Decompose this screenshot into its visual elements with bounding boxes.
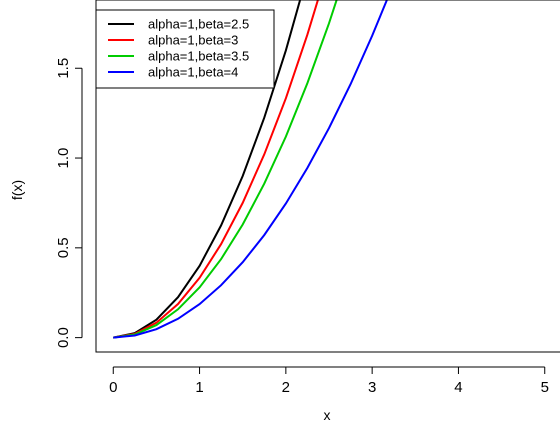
legend: alpha=1,beta=2.5alpha=1,beta=3alpha=1,be… <box>95 9 275 89</box>
x-axis-title: x <box>324 407 331 423</box>
x-tick-label: 5 <box>541 379 549 396</box>
y-tick-label: 0.5 <box>55 237 72 258</box>
series-line <box>113 0 302 339</box>
series-line <box>113 0 338 339</box>
x-tick-label: 4 <box>454 379 462 396</box>
x-tick-label: 0 <box>109 379 117 396</box>
legend-label: alpha=1,beta=4 <box>148 65 238 80</box>
x-tick-label: 2 <box>282 379 290 396</box>
legend-label: alpha=1,beta=2.5 <box>148 17 249 32</box>
y-tick-label: 0.0 <box>55 327 72 348</box>
y-tick-label: 1.5 <box>55 58 72 79</box>
series-layer <box>113 0 388 339</box>
axes-layer: 0 1 2 3 4 5 0.0 0.5 1.0 1.5 <box>55 0 560 396</box>
y-axis-title: f(x) <box>9 180 25 200</box>
series-line <box>113 0 319 339</box>
series-line <box>113 0 388 339</box>
y-tick-label: 1.0 <box>55 148 72 169</box>
x-tick-label: 1 <box>195 379 203 396</box>
legend-label: alpha=1,beta=3 <box>148 33 238 48</box>
x-tick-label: 3 <box>368 379 376 396</box>
legend-label: alpha=1,beta=3.5 <box>148 49 249 64</box>
plot-frame <box>95 0 560 353</box>
